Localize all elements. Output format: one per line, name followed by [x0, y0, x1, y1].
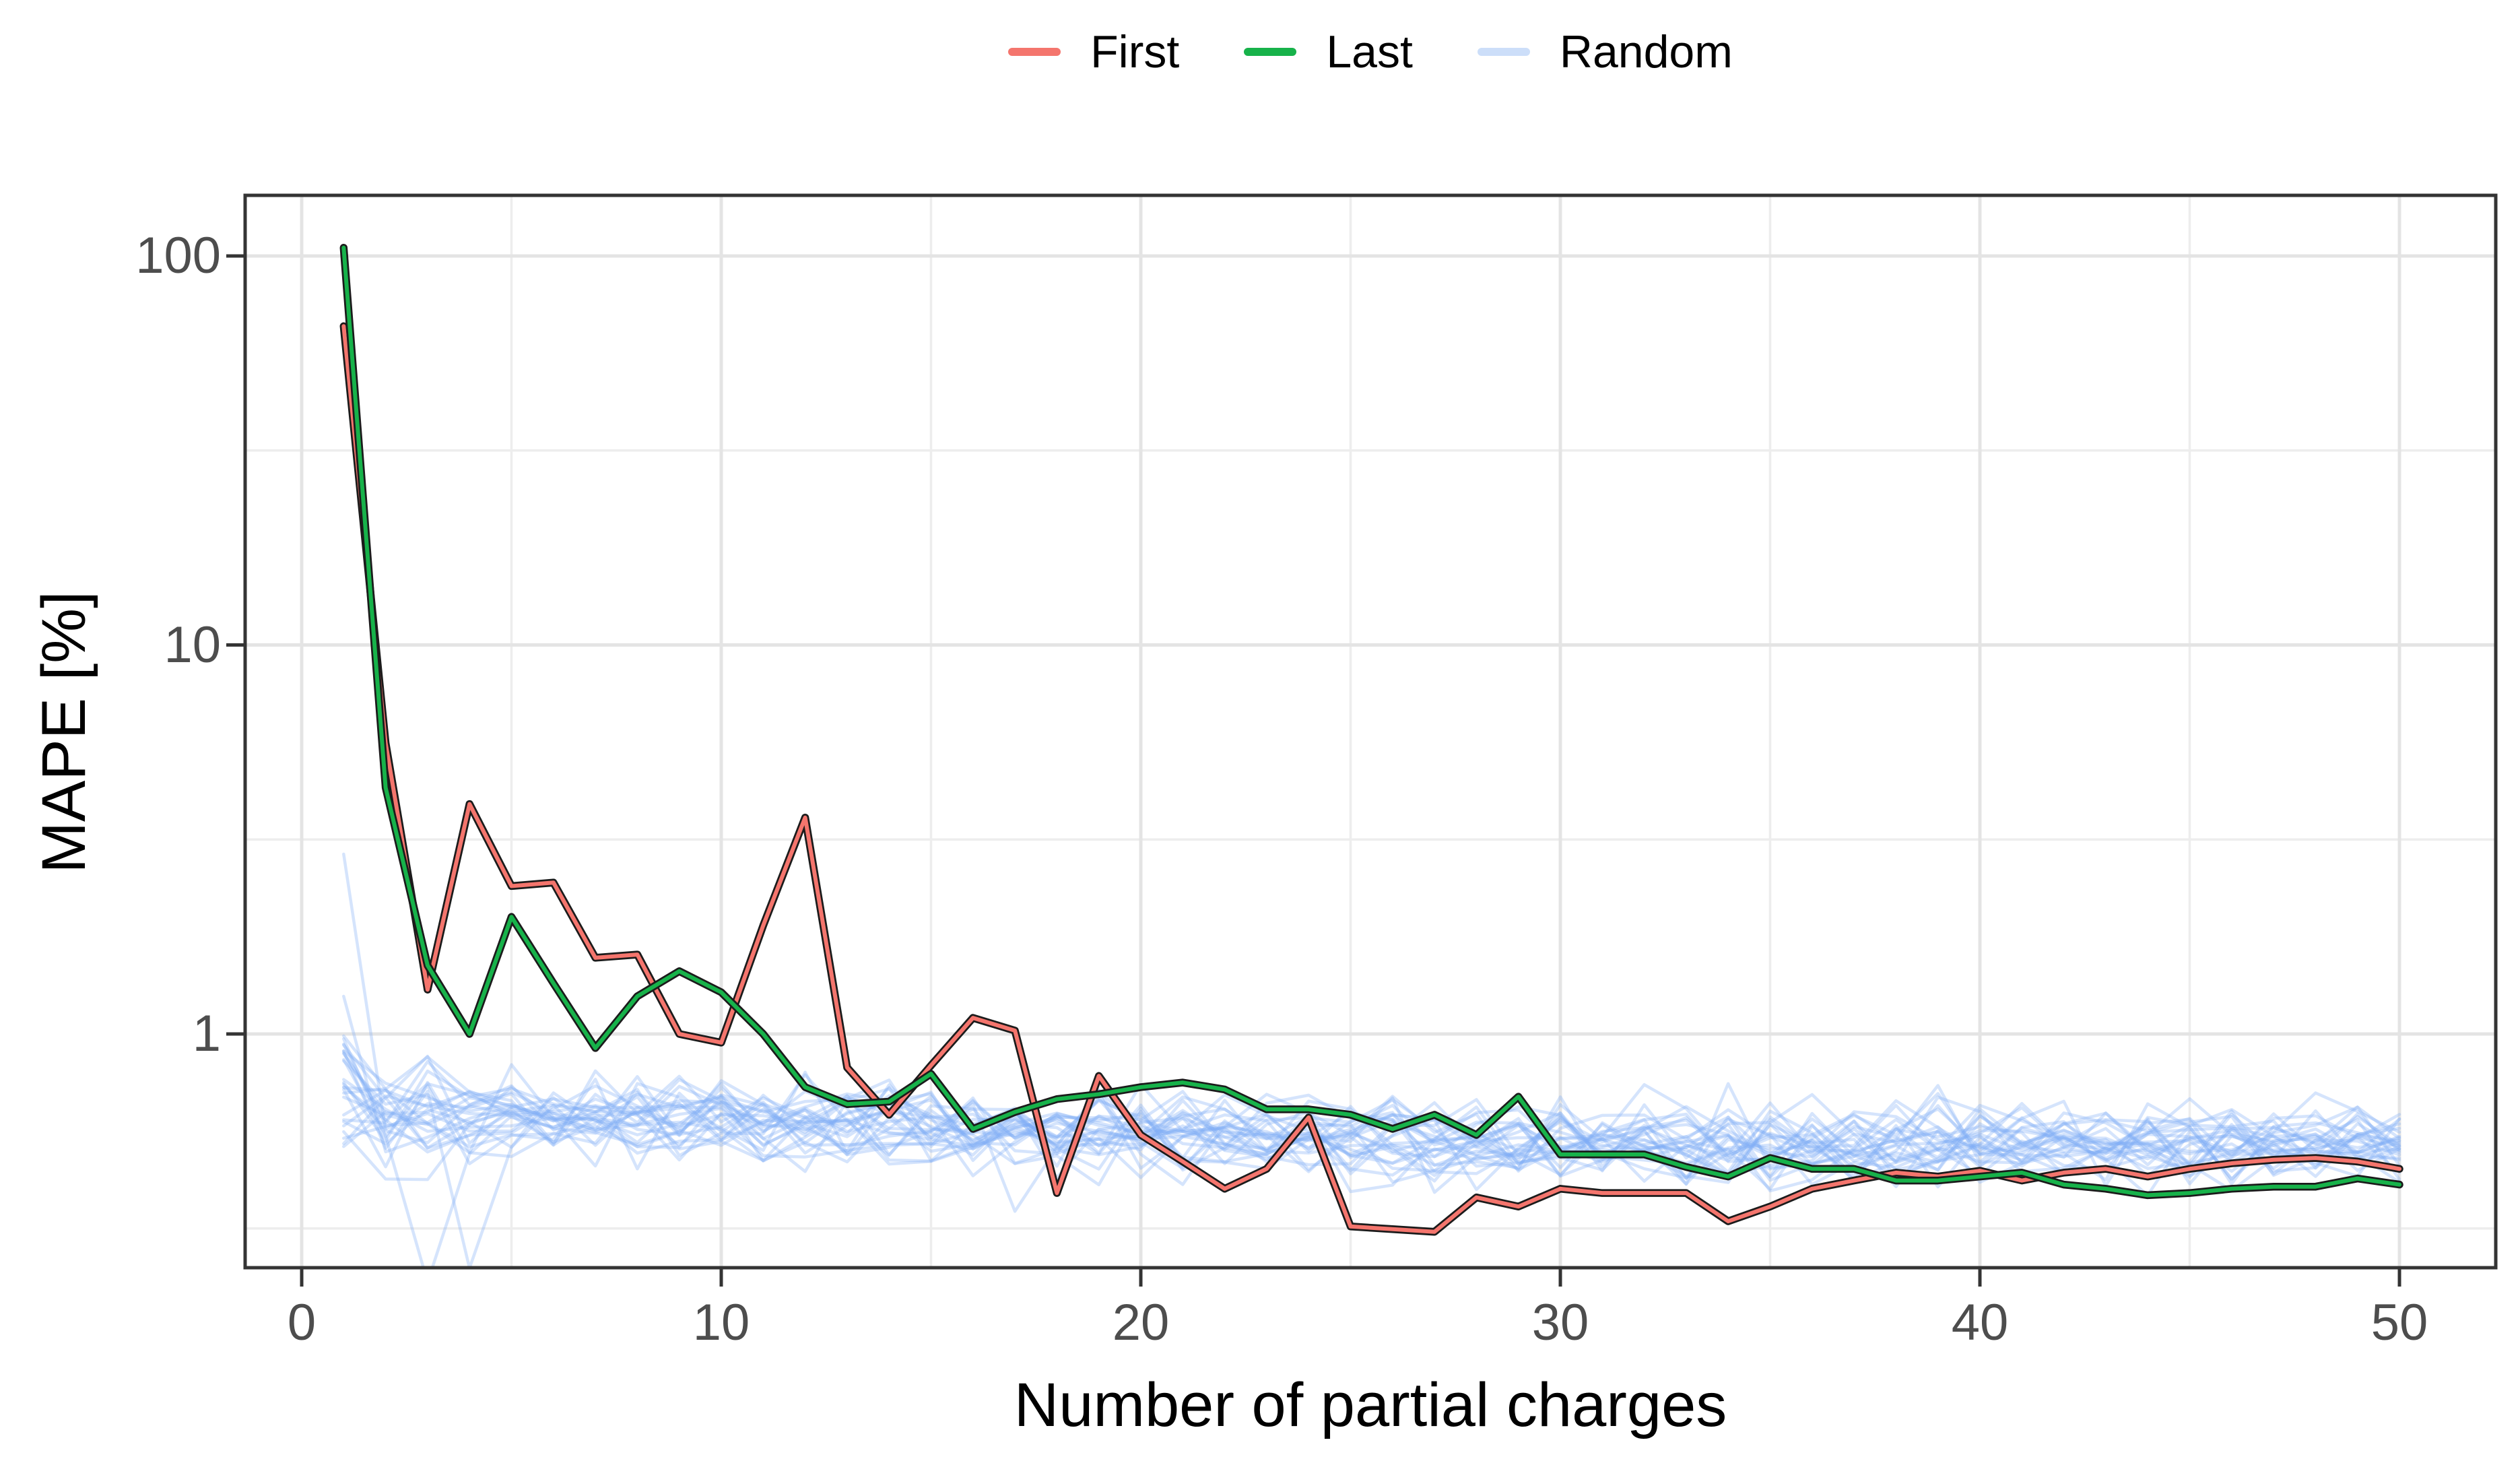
legend-item-last: Last: [1244, 29, 1413, 75]
legend-item-first: First: [1008, 29, 1179, 75]
x-tick-30: 30: [1531, 1294, 1589, 1351]
y-axis-title-box: MAPE [%]: [20, 197, 108, 1268]
x-tick-20: 20: [1112, 1294, 1170, 1351]
data-lines: [339, 244, 2403, 1266]
x-tick-10: 10: [692, 1294, 750, 1351]
legend-item-random: Random: [1477, 26, 1733, 77]
random-series-lines: [342, 852, 2401, 1266]
x-tick-50: 50: [2370, 1294, 2428, 1351]
x-tick-0: 0: [287, 1294, 317, 1351]
last-series-swatch-icon: [1244, 48, 1297, 56]
first-series-swatch-icon: [1008, 48, 1061, 56]
axis-tick-marks: [226, 254, 2401, 1287]
panel-background: [245, 195, 2496, 1268]
last-series-line: [339, 244, 2403, 1200]
y-tick-10: 10: [164, 616, 221, 674]
first-series-line: [339, 322, 2403, 1236]
legend: First Last Random: [245, 15, 2496, 89]
panel-border: [243, 193, 2498, 1270]
x-axis-title: Number of partial charges: [1014, 1371, 1727, 1439]
y-tick-1: 1: [192, 1005, 221, 1062]
x-tick-40: 40: [1951, 1294, 2009, 1351]
y-tick-100: 100: [135, 227, 221, 284]
random-series-swatch-icon: [1477, 48, 1530, 56]
y-axis-title: MAPE [%]: [30, 591, 98, 874]
legend-label-last: Last: [1326, 26, 1413, 77]
legend-label-random: Random: [1559, 26, 1733, 77]
legend-label-first: First: [1090, 26, 1180, 77]
